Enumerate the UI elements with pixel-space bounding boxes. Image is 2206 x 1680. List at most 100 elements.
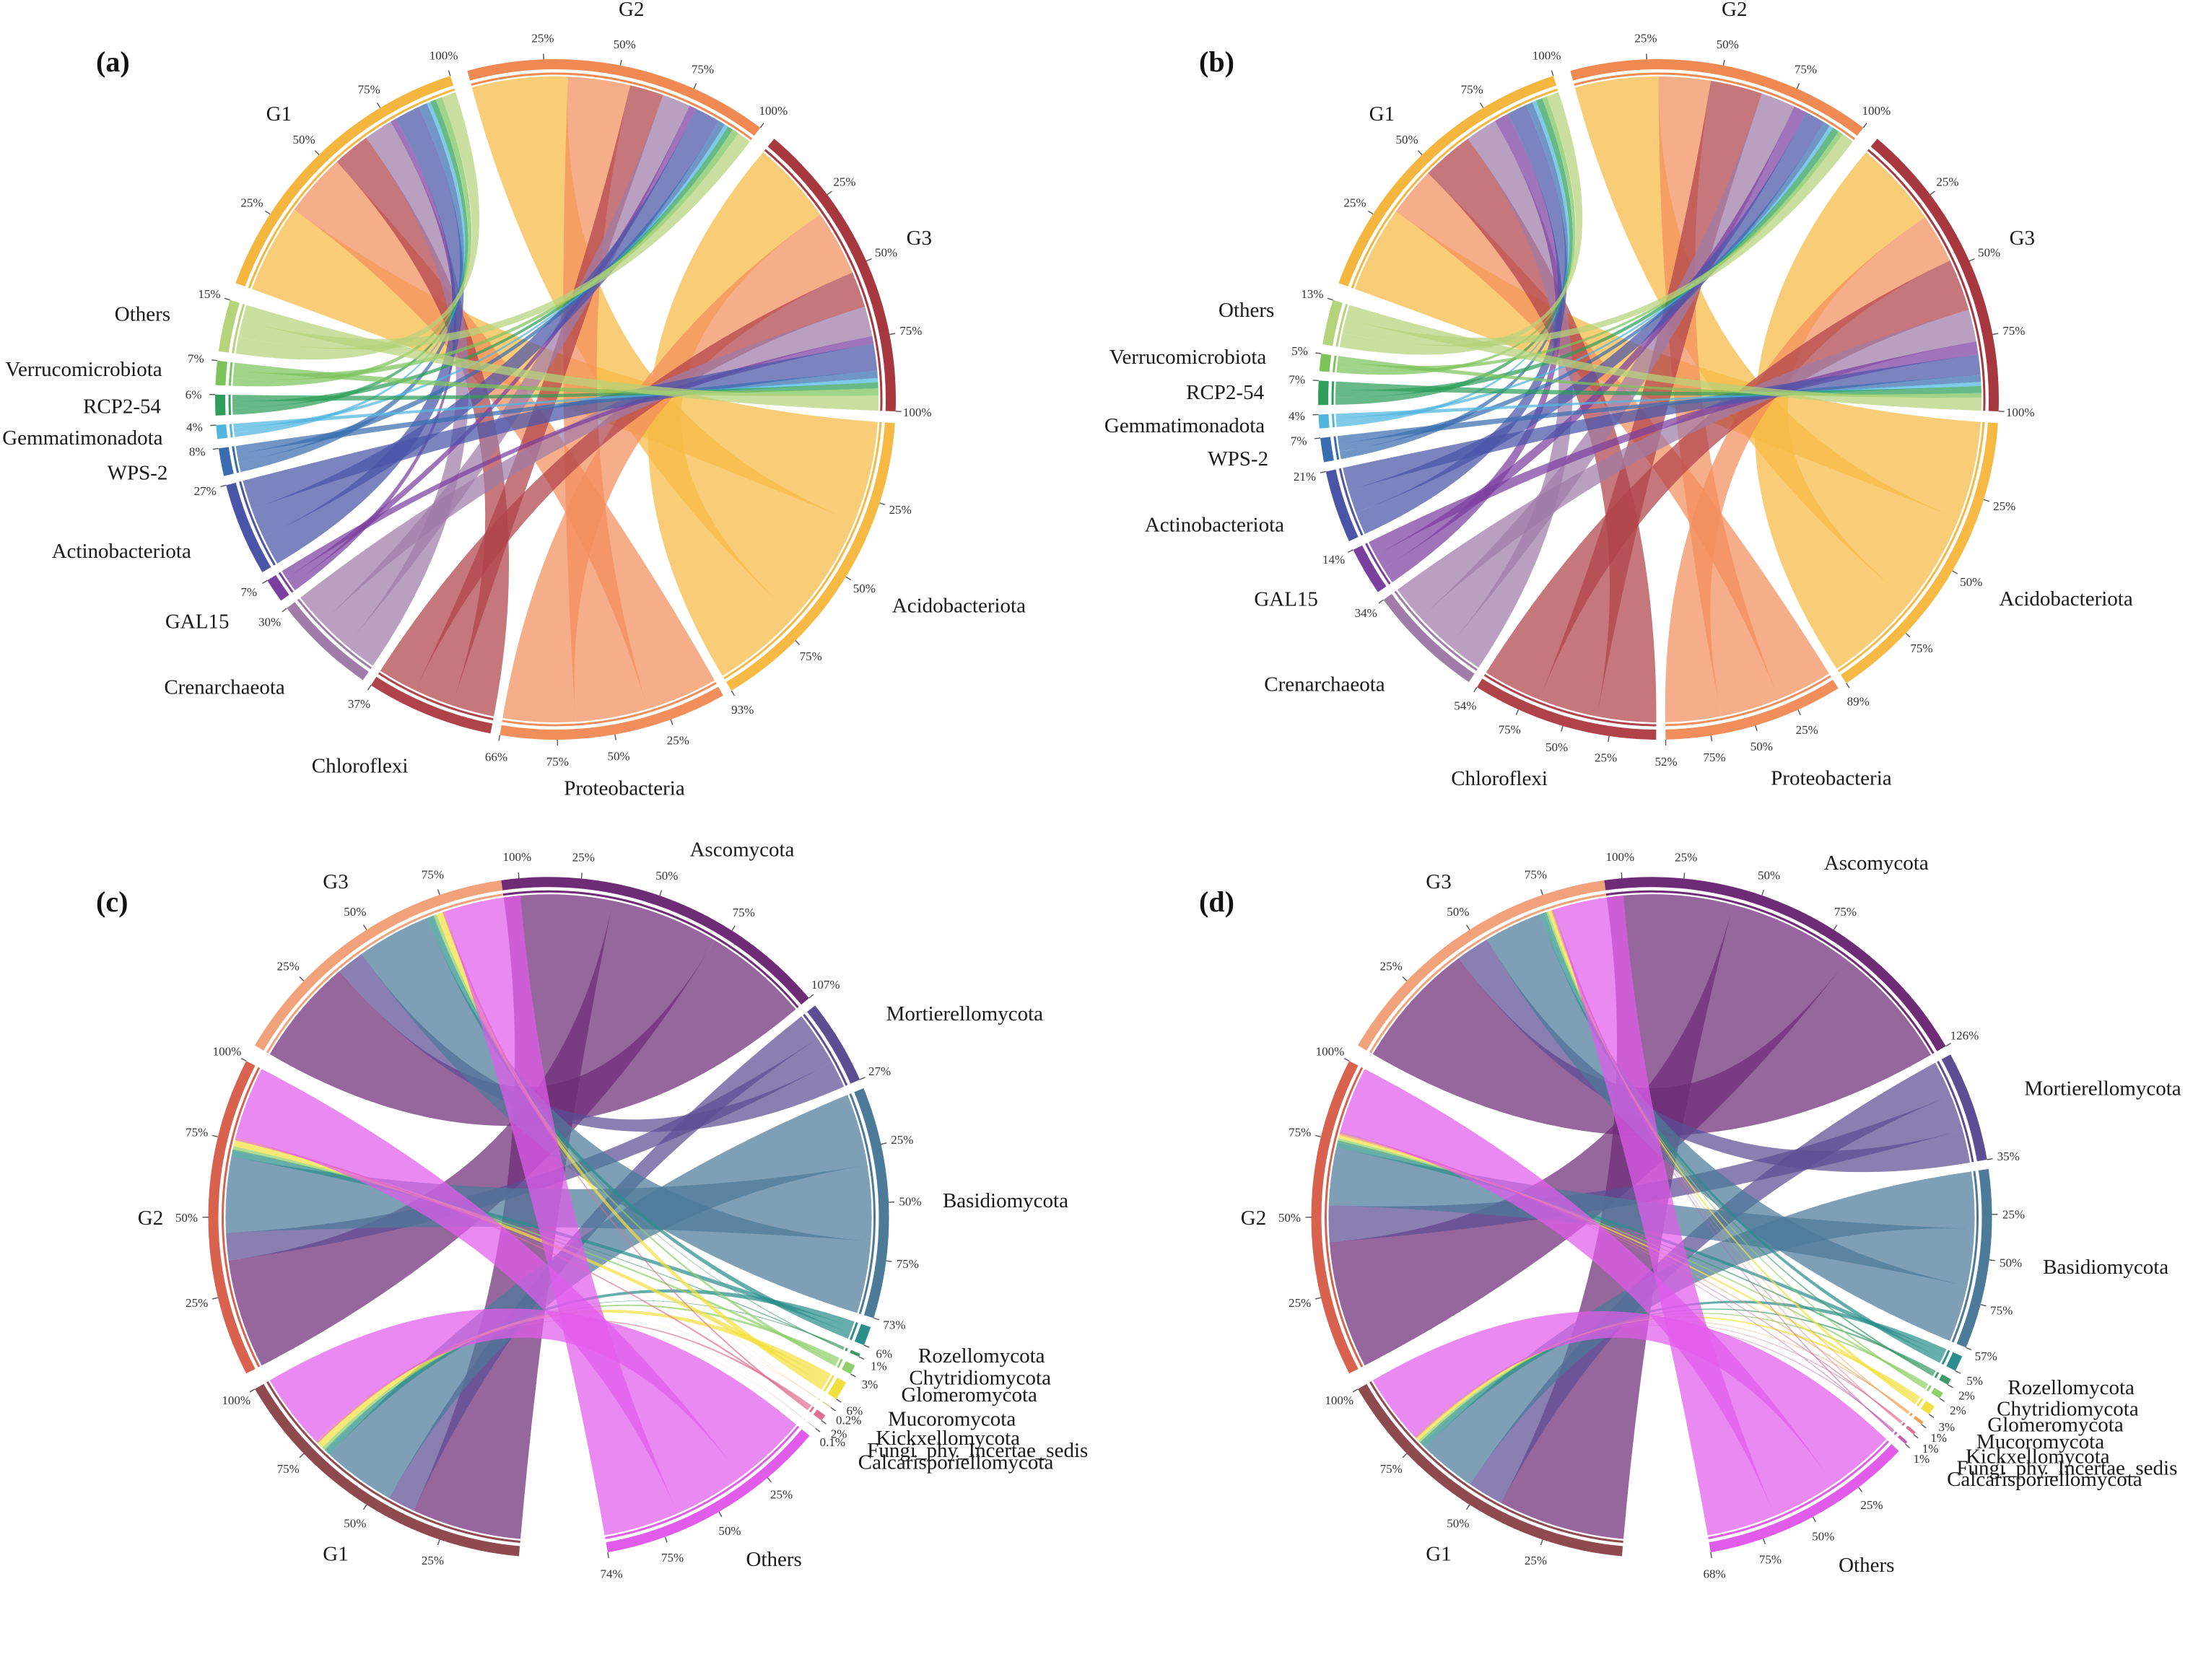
taxon-tick [1955,1370,1961,1374]
taxon-label-rozellomycota: Rozellomycota [2007,1376,2135,1399]
taxon-label-gal15: GAL15 [1254,588,1318,611]
taxon-arc-actinobacteriota-inner [1338,468,1364,536]
taxon-arc-actinobacteriota [1325,469,1359,542]
segment-labels: 25% 50% 75% 100% G1 25% 50% 75% 100% G2 25% 50% 75% 1… [138,838,1089,1580]
taxon-total-label-rcp2-54: 7% [1289,373,1305,387]
taxon-label-mortierellomycota: Mortierellomycota [2024,1077,2181,1100]
taxon-total-label-calcarisporiellomycota: 1% [1914,1452,1930,1466]
taxon-total-label-ascomycota: 107% [811,978,840,992]
taxon-tick [830,1406,836,1412]
taxon-total-label-verrucomicrobiota: 7% [188,351,204,365]
group-g3-tick [1540,889,1543,896]
chord-ribbon-ascomycota-g3 [269,940,796,1126]
chord-ribbon-rcp2-54-g1 [232,99,468,415]
taxon-arc-mortierellomycota [1941,1054,1987,1162]
group-g2-tick [1796,83,1800,89]
segment-labels: 25% 50% 75% 100% G1 25% 50% 75% 100% G2 25% 50% 75% 1… [1104,0,2133,790]
taxon-total-label-crenarchaeota: 30% [258,615,281,629]
group-g1-tick [376,102,381,108]
taxon-inner-tick [1710,735,1713,742]
group-label-g3: G3 [2010,227,2035,250]
taxon-arc-fungi-phy-incertae-sedis-inner [1901,1422,1906,1426]
taxon-tick [1320,471,1326,473]
taxon-arc-mucoromycota [1920,1401,1935,1414]
chord-ribbons [1328,894,1975,1539]
taxon-inner-tick [1858,1487,1863,1492]
group-label-g2: G2 [138,1207,163,1230]
taxon-arc-acidobacteriota-inner [1837,421,1985,673]
group-g2-tick-label: 75% [186,1125,208,1139]
taxon-inner-tick [767,1477,772,1483]
group-g3-tick [299,976,305,981]
taxon-total-label-others: 68% [1703,1567,1725,1581]
group-g1-tick [299,1453,305,1458]
group-g3-tick-label: 75% [899,324,922,338]
taxon-arc-crenarchaeota-inner [1394,590,1478,671]
taxon-inner-tick [731,925,736,931]
taxon-arc-proteobacteria-inner [1665,675,1831,727]
group-g3-tick-label: 25% [833,175,855,189]
taxon-total-label-acidobacteriota: 93% [731,703,754,717]
taxon-total-label-calcarisporiellomycota: 0.1% [820,1435,845,1449]
taxon-tick [836,1399,842,1403]
chord-ribbon-others-g3 [444,895,678,1536]
taxon-arc-chloroflexi [1476,678,1657,740]
taxon-label-calcarisporiellomycota: Calcarisporiellomycota [1947,1468,2142,1491]
group-g1-tick [1367,210,1374,215]
taxon-tick [1913,1434,1919,1439]
taxon-tick [850,1373,856,1378]
chord-ribbon-crenarchaeota-g1 [1449,121,1573,668]
chord-ribbon-chloroflexi-g3 [380,272,866,691]
taxon-inner-tick-label: 75% [1499,723,1521,737]
group-g3-tick-label: 100% [903,406,932,419]
taxon-arc-mortierellomycota-inner [803,1013,848,1086]
taxon-arc-kickxellomycota-inner [1909,1412,1913,1417]
taxon-label-glomeromycota: Glomeromycota [1987,1413,2124,1436]
group-g2-tick-label: 50% [614,38,636,51]
group-arc-g2 [208,1061,256,1374]
taxon-total-label-chytridiomycota: 1% [871,1360,887,1373]
chord-ribbon-verrucomicrobiota-g1 [232,97,472,387]
chord-ribbon-proteobacteria-g3 [502,214,853,722]
group-label-g3: G3 [907,227,932,250]
group-g1-tick [1402,1453,1408,1458]
taxon-total-label-actinobacteriota: 21% [1294,470,1316,484]
group-g2-tick-label: 25% [1289,1296,1311,1310]
group-label-g1: G1 [323,1543,348,1566]
group-g2-tick-label: 50% [175,1211,198,1225]
taxon-arc-glomeromycota [1931,1388,1943,1399]
chord-ribbon-actinobacteriota-g2 [251,108,719,538]
chord-ribbon-others-g2 [1342,134,1853,347]
taxon-tick [1939,1398,1945,1402]
group-g1-tick [437,1539,440,1546]
group-label-g3: G3 [323,870,348,893]
taxon-inner-tick-label: 50% [718,1524,741,1538]
group-g1-tick-label: 25% [1343,196,1366,209]
taxon-inner-tick [1905,632,1911,638]
taxon-inner-tick [670,719,673,725]
taxon-tick [210,424,217,426]
taxon-arc-wps-2 [218,447,234,476]
taxon-tick [858,1356,865,1360]
group-arc-g2-inner [1574,72,1856,141]
group-g3-tick [1621,872,1623,879]
taxon-tick [1928,1414,1935,1418]
group-g2-tick [212,1134,219,1138]
group-g1-tick-label: 50% [1396,133,1418,146]
group-arc-g3-inner [1867,149,1986,411]
taxon-label-rozellomycota: Rozellomycota [918,1344,1045,1368]
taxon-label-ascomycota: Ascomycota [689,838,794,861]
taxon-inner-tick-label: 25% [572,851,595,865]
group-g1-tick-label: 100% [222,1394,250,1407]
group-arc-g2 [467,59,761,136]
taxon-inner-tick [1989,1259,1995,1261]
taxon-inner-tick [879,502,886,506]
taxon-arc-verrucomicrobiota [215,360,227,386]
chord-ribbon-ascomycota-g2 [1329,904,1847,1366]
taxon-label-ascomycota: Ascomycota [1824,852,1929,875]
taxon-arc-acidobacteriota-inner [723,421,882,680]
taxon-inner-tick-label: 75% [733,906,755,919]
taxon-inner-tick-label: 50% [1758,868,1780,882]
taxon-total-label-actinobacteriota: 27% [194,484,217,498]
taxon-tick [1348,549,1353,554]
